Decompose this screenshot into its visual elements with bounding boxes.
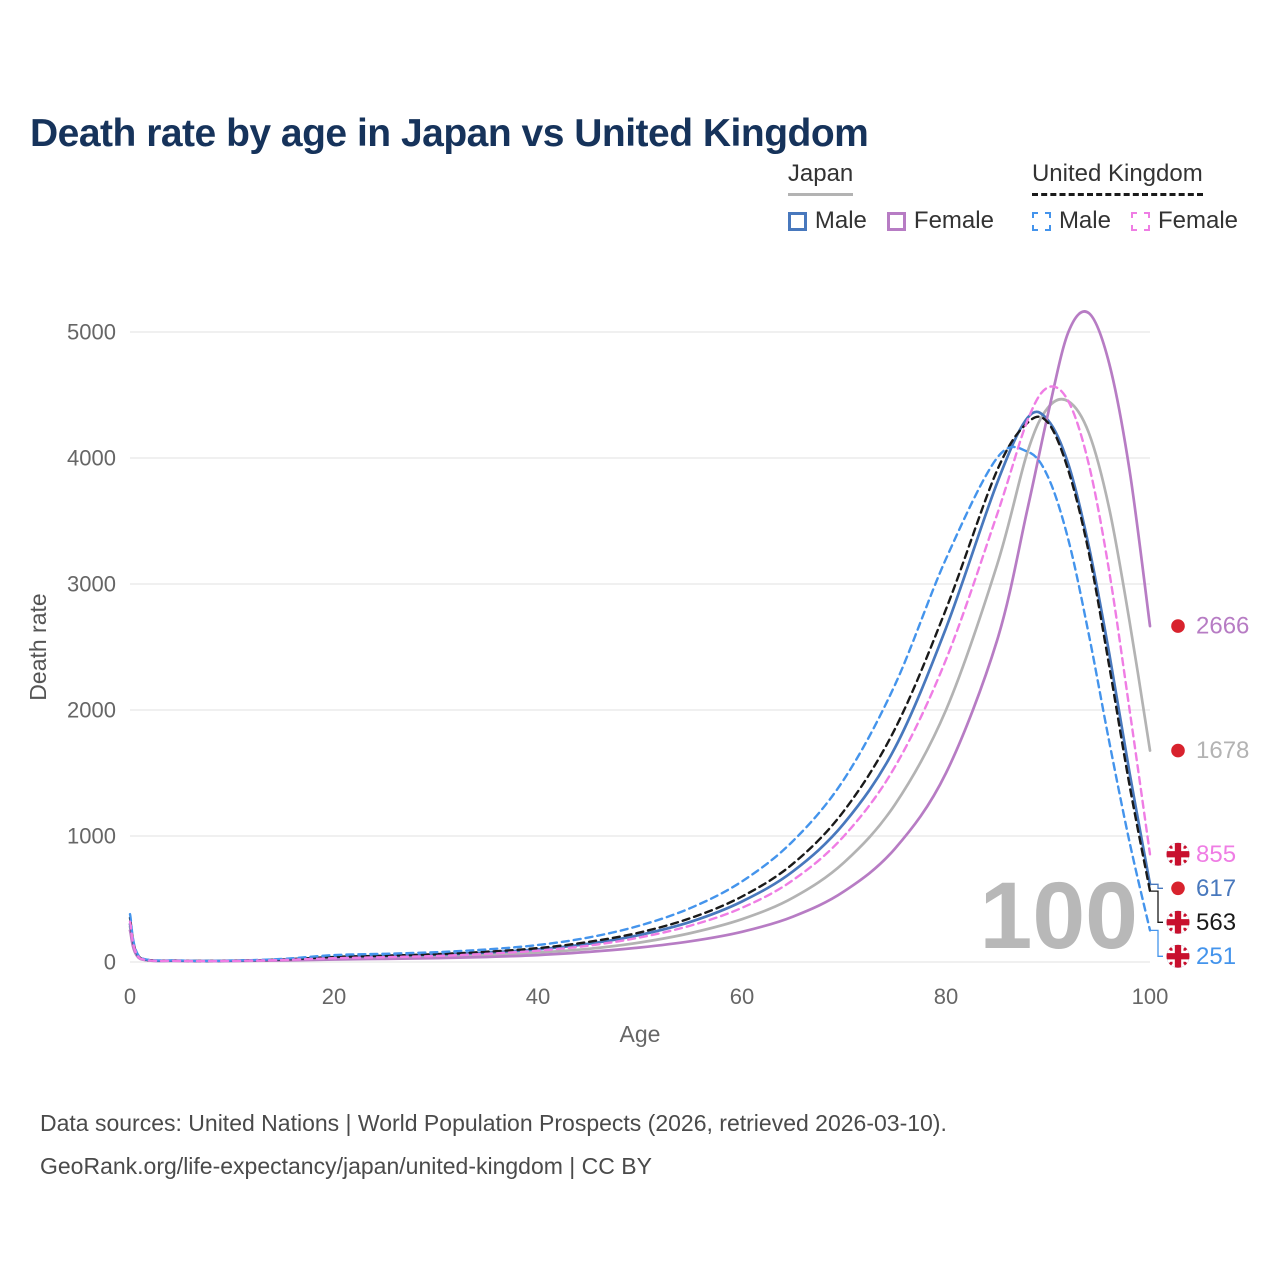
- end-label-value: 251: [1196, 943, 1236, 970]
- legend-item-label: Female: [1157, 207, 1238, 234]
- end-label-japan-female: 2666: [1167, 613, 1249, 640]
- y-tick-label: 5000: [67, 320, 116, 345]
- japan-flag-icon: [1167, 877, 1189, 900]
- uk-flag-icon: [1166, 910, 1190, 934]
- x-tick-label: 20: [322, 984, 346, 1009]
- end-label-value: 563: [1196, 909, 1236, 936]
- y-tick-label: 3000: [67, 572, 116, 597]
- end-label-value: 1678: [1196, 737, 1249, 764]
- end-label-united-kingdom: 563: [1151, 890, 1236, 936]
- x-tick-label: 0: [124, 984, 136, 1009]
- legend-group-united-kingdom: United Kingdom Male Female: [1031, 160, 1238, 235]
- legend-swatch-icon: [1130, 211, 1150, 231]
- y-tick-label: 0: [104, 950, 116, 975]
- legend-item-label: Male: [1058, 207, 1111, 234]
- legend-swatch-icon: [1031, 211, 1051, 231]
- legend: Japan Male Female United Kingdom Male Female: [787, 160, 1238, 235]
- chart-footer: Data sources: United Nations | World Pop…: [40, 1102, 947, 1187]
- y-axis-title: Death rate: [25, 593, 51, 700]
- x-tick-label: 40: [526, 984, 550, 1009]
- legend-item-label: Male: [814, 207, 867, 234]
- end-label-value: 855: [1196, 841, 1236, 868]
- series-line-united-kingdom-male[interactable]: [128, 445, 1152, 963]
- legend-item-japan-male[interactable]: Male: [787, 207, 867, 235]
- y-tick-label: 2000: [67, 698, 116, 723]
- series-line-united-kingdom-female[interactable]: [128, 385, 1152, 963]
- legend-group-japan: Japan Male Female: [787, 160, 994, 235]
- x-axis-title: Age: [620, 1021, 661, 1047]
- age-counter-watermark: 100: [979, 863, 1138, 969]
- end-label-united-kingdom-female: 855: [1166, 841, 1236, 868]
- legend-swatch-icon: [787, 211, 807, 231]
- legend-swatch-icon: [886, 211, 906, 231]
- end-label-japan-male: 617: [1151, 875, 1236, 902]
- japan-flag-icon: [1167, 615, 1189, 638]
- data-source-line: Data sources: United Nations | World Pop…: [40, 1110, 947, 1136]
- uk-flag-icon: [1166, 842, 1190, 866]
- end-label-value: 617: [1196, 875, 1236, 902]
- uk-flag-icon: [1166, 944, 1190, 968]
- legend-item-united-kingdom-male[interactable]: Male: [1031, 207, 1111, 235]
- legend-group-label: United Kingdom: [1031, 160, 1203, 196]
- attribution-line: GeoRank.org/life-expectancy/japan/united…: [40, 1152, 652, 1179]
- legend-item-label: Female: [913, 207, 994, 234]
- end-label-leader: [1151, 883, 1163, 889]
- chart-title: Death rate by age in Japan vs United Kin…: [30, 112, 869, 156]
- x-tick-label: 100: [1132, 984, 1169, 1009]
- legend-item-united-kingdom-female[interactable]: Female: [1130, 207, 1238, 235]
- end-label-value: 2666: [1196, 613, 1249, 640]
- y-tick-label: 4000: [67, 446, 116, 471]
- x-tick-label: 80: [934, 984, 958, 1009]
- y-tick-label: 1000: [67, 824, 116, 849]
- end-label-united-kingdom-male: 251: [1151, 929, 1236, 970]
- end-label-leader: [1151, 890, 1163, 923]
- legend-item-japan-female[interactable]: Female: [886, 207, 994, 235]
- legend-group-label: Japan: [787, 160, 854, 196]
- end-label-japan: 1678: [1167, 737, 1249, 764]
- japan-flag-icon: [1167, 739, 1189, 762]
- end-label-leader: [1151, 929, 1163, 957]
- x-tick-label: 60: [730, 984, 754, 1009]
